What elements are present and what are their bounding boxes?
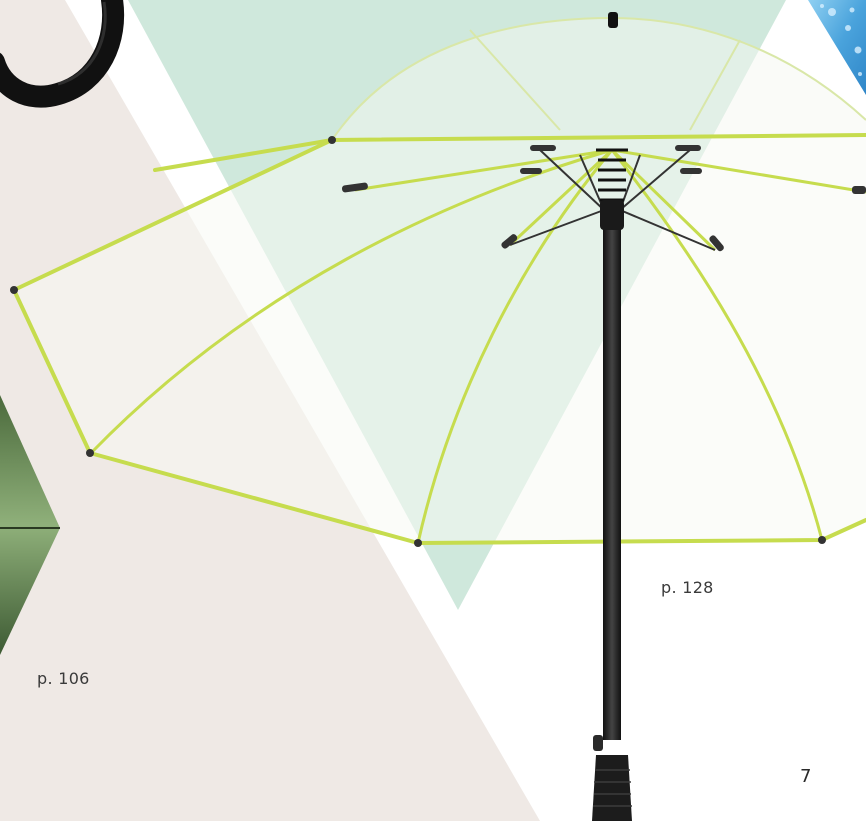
page-reference-right: p. 128 — [661, 578, 714, 597]
transparent-umbrella-icon — [10, 12, 866, 821]
page-number: 7 — [800, 766, 812, 787]
water-drops-icon — [808, 0, 866, 95]
tree-print-umbrella-icon — [0, 395, 60, 655]
hook-handle-icon — [0, 0, 124, 108]
page-reference-left: p. 106 — [37, 669, 90, 688]
